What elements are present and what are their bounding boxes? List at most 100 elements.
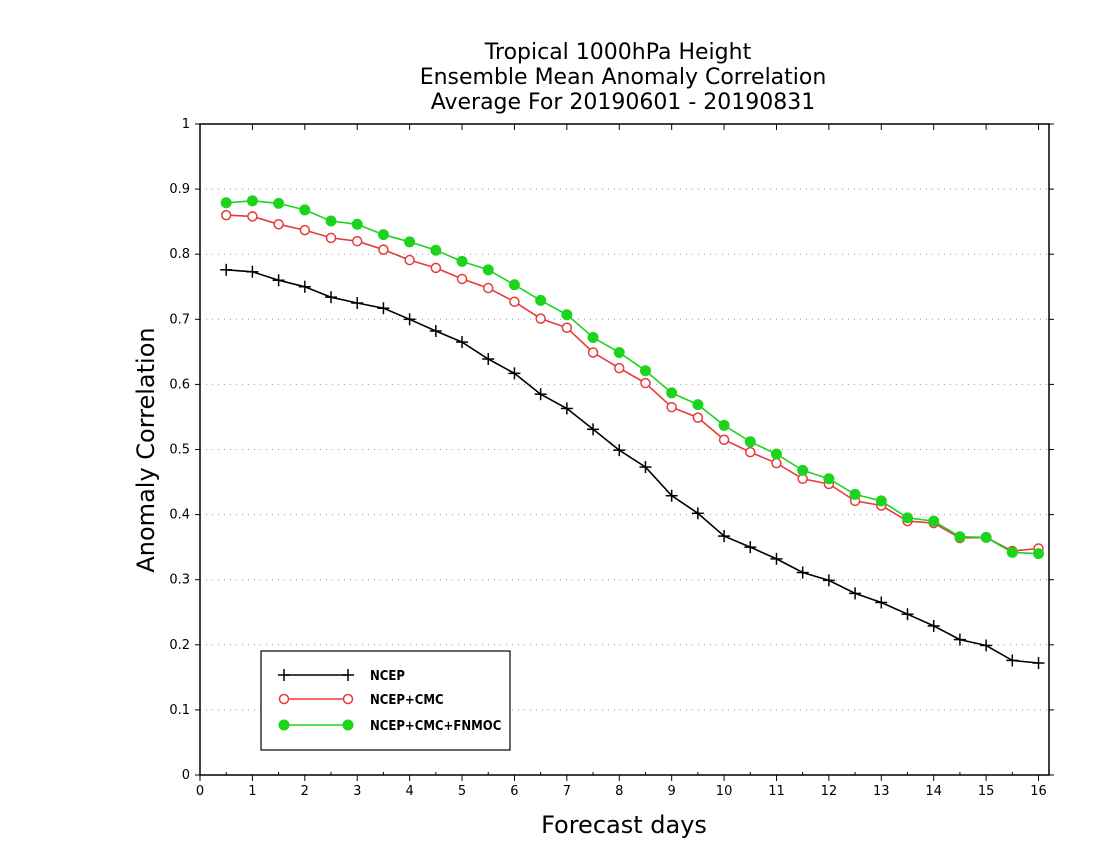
- data-point-ncep-cmc-fnmoc: [377, 229, 389, 241]
- data-point-ncep-cmc-fnmoc: [299, 204, 311, 216]
- legend-item-ncep: [278, 669, 354, 681]
- data-point-ncep-cmc: [378, 244, 389, 255]
- data-point-ncep-cmc: [561, 322, 573, 334]
- data-point-ncep-cmc: [587, 347, 599, 358]
- data-point-ncep-cmc-fnmoc: [902, 512, 913, 524]
- x-tick-label: 3: [353, 784, 361, 799]
- y-tick-label: 0: [182, 768, 190, 783]
- legend: NCEP NCEP+CMC NCEP+CMC+FNMOC: [260, 650, 511, 751]
- data-point-ncep-cmc-fnmoc: [404, 236, 416, 248]
- data-point-ncep-cmc-fnmoc: [430, 244, 442, 256]
- x-tick-label: 2: [301, 784, 309, 799]
- data-point-ncep-cmc: [771, 457, 782, 469]
- legend-item-ncep-cmc: [278, 693, 354, 705]
- title-line-3: Average For 20190601 - 20190831: [431, 90, 816, 115]
- y-tick-label: 1: [182, 117, 190, 132]
- legend-label-ncep: NCEP: [370, 669, 405, 684]
- series-ncep-cmc: [220, 209, 1044, 557]
- x-tick-label: 4: [405, 784, 413, 799]
- legend-box: [260, 650, 511, 751]
- data-point-ncep-cmc-fnmoc: [1006, 546, 1018, 558]
- series-line-ncep: [226, 269, 1039, 664]
- y-tick-label: 0.5: [169, 443, 190, 458]
- x-tick-label: 16: [1030, 784, 1047, 799]
- x-axis-label: Forecast days: [541, 811, 707, 839]
- y-axis-label: Anomaly Correlation: [132, 327, 160, 572]
- x-tick-label: 0: [196, 784, 204, 799]
- data-point-ncep-cmc-fnmoc: [718, 419, 730, 431]
- y-tick-label: 0.7: [169, 312, 190, 327]
- legend-items: [278, 669, 354, 731]
- y-tick-label: 0.8: [169, 247, 190, 262]
- data-point-ncep-cmc: [718, 434, 730, 445]
- data-point-ncep-cmc-fnmoc: [849, 488, 861, 500]
- series-lines: [220, 195, 1045, 670]
- y-tick-label: 0.4: [169, 508, 190, 523]
- data-point-ncep-cmc: [535, 313, 546, 324]
- y-tick-label: 0.9: [169, 182, 190, 197]
- data-point-ncep-cmc-fnmoc: [220, 197, 232, 209]
- x-tick-label: 5: [458, 784, 466, 799]
- series-line-ncep-cmc: [226, 214, 1039, 552]
- x-tick-label: 13: [873, 784, 890, 799]
- data-point-ncep-cmc: [666, 401, 677, 413]
- data-point-ncep-cmc-fnmoc: [351, 218, 363, 230]
- data-point-ncep-cmc-fnmoc: [456, 255, 468, 267]
- data-point-ncep-cmc: [745, 446, 756, 458]
- data-point-ncep-cmc-fnmoc: [246, 195, 258, 207]
- x-tick-label: 15: [978, 784, 995, 799]
- x-tick-label: 9: [668, 784, 676, 799]
- data-point-ncep-cmc-fnmoc: [587, 332, 599, 344]
- data-point-ncep-cmc: [273, 219, 284, 230]
- data-point-ncep-cmc-fnmoc: [928, 515, 940, 527]
- y-tick-label: 0.2: [169, 638, 190, 653]
- x-tick-label: 8: [615, 784, 623, 799]
- data-point-ncep-cmc-fnmoc: [875, 495, 887, 507]
- data-point-ncep-cmc-fnmoc: [535, 294, 547, 306]
- data-point-ncep-cmc-fnmoc: [482, 264, 494, 276]
- data-point-ncep-cmc-fnmoc: [770, 448, 782, 460]
- data-point-ncep-cmc: [640, 377, 651, 389]
- data-point-ncep-cmc-fnmoc: [823, 473, 835, 485]
- x-tick-label: 11: [768, 784, 785, 799]
- data-point-ncep-cmc-fnmoc: [797, 464, 809, 476]
- legend-label-ncep-cmc-fnmoc: NCEP+CMC+FNMOC: [370, 719, 501, 734]
- x-tick-label: 14: [925, 784, 942, 799]
- x-tick-label: 10: [716, 784, 733, 799]
- data-point-ncep-cmc-fnmoc: [639, 365, 651, 377]
- title-line-1: Tropical 1000hPa Height: [484, 40, 752, 65]
- x-tick-label: 7: [563, 784, 571, 799]
- y-tick-label: 0.3: [169, 573, 190, 588]
- legend-marker-ncep-cmc-fnmoc: [342, 719, 354, 731]
- data-point-ncep-cmc: [220, 209, 232, 221]
- series-ncep-cmc-fnmoc: [220, 195, 1045, 560]
- data-point-ncep-cmc-fnmoc: [954, 531, 966, 543]
- data-point-ncep-cmc-fnmoc: [1033, 548, 1045, 560]
- legend-marker-ncep-cmc: [278, 693, 290, 705]
- data-point-ncep-cmc: [430, 262, 442, 274]
- data-point-ncep-cmc-fnmoc: [980, 531, 992, 543]
- data-point-ncep-cmc: [482, 282, 494, 294]
- data-point-ncep-cmc: [509, 296, 520, 307]
- y-tick-label: 0.6: [169, 377, 190, 392]
- y-tick-label: 0.1: [169, 703, 190, 718]
- data-point-ncep-cmc: [351, 235, 363, 247]
- data-point-ncep-cmc: [404, 254, 415, 266]
- x-tick-label: 6: [510, 784, 518, 799]
- x-tick-label: 1: [248, 784, 256, 799]
- data-point-ncep-cmc: [456, 273, 468, 285]
- data-point-ncep-cmc-fnmoc: [273, 197, 285, 209]
- title-line-2: Ensemble Mean Anomaly Correlation: [420, 65, 827, 90]
- legend-label-ncep-cmc: NCEP+CMC: [370, 693, 444, 708]
- data-point-ncep-cmc: [299, 224, 311, 236]
- data-point-ncep-cmc: [325, 232, 337, 244]
- series-ncep: [220, 263, 1045, 670]
- data-point-ncep-cmc: [692, 412, 704, 423]
- x-tick-label: 12: [821, 784, 838, 799]
- data-point-ncep-cmc-fnmoc: [666, 387, 678, 399]
- data-point-ncep-cmc-fnmoc: [325, 215, 337, 227]
- data-point-ncep-cmc-fnmoc: [692, 399, 704, 411]
- legend-marker-ncep-cmc: [342, 693, 354, 705]
- legend-marker-ncep-cmc-fnmoc: [278, 719, 290, 731]
